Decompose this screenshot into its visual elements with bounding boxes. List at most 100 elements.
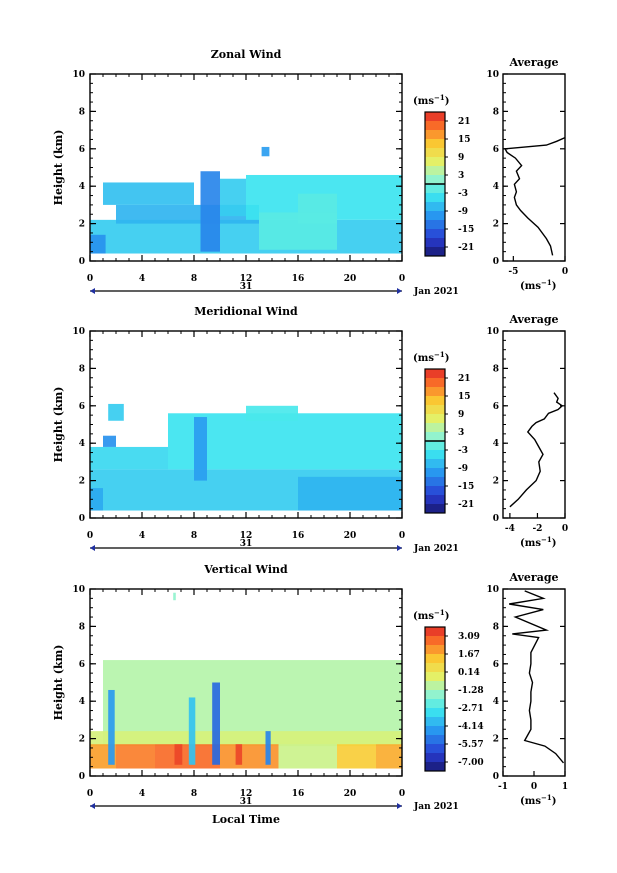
panel-3-month-label: Jan 2021 (413, 802, 459, 812)
panel-2-colorbar-segment (425, 432, 445, 442)
panel-3-average-ytick-label: 0 (493, 772, 499, 782)
panel-1-ytick-label: 2 (79, 220, 85, 230)
panel-3-ytick-label: 0 (79, 772, 85, 782)
panel-2-colorbar-unit-sup: −1 (434, 350, 445, 359)
panel-2-ytick-label: 0 (79, 514, 85, 524)
panel-2-xtick-label: 4 (139, 531, 145, 541)
panel-1-average-xlabel-sup: −1 (541, 278, 552, 287)
panel-1-colorbar-segment (425, 193, 445, 203)
panel-3-colorbar-frame (424, 626, 446, 772)
panel-2-xtick-label: 0 (87, 531, 93, 541)
panel-1-date-bar-start (90, 288, 95, 294)
panel-3-ytick-label: 4 (79, 697, 85, 707)
panel-3-colorbar-label: -4.14 (458, 722, 484, 732)
panel-2-xtick-label: 0 (399, 531, 405, 541)
panel-2-colorbar-segment (425, 504, 445, 514)
panel-3-colorbar-segment (425, 672, 445, 682)
panel-3-xtick-label: 4 (139, 789, 145, 799)
panel-3-colorbar-unit: (ms−1) (413, 608, 449, 622)
panel-2-average-ytick-label: 4 (493, 439, 499, 449)
panel-3-colorbar-segment (425, 636, 445, 646)
panel-1-colorbar-label: -9 (458, 207, 468, 217)
panel-3-cell (337, 744, 376, 769)
panel-3-cell (376, 744, 402, 769)
panel-1-cell (103, 182, 194, 205)
panel-2-cell (90, 488, 103, 511)
panel-1-average-ytick-label: 10 (486, 70, 499, 80)
panel-2-date-bar-start (90, 545, 95, 551)
panel-2-xtick-label: 12 (240, 531, 253, 541)
panel-1-xtick-label: 8 (191, 274, 197, 284)
panel-2-average-ytick-label: 6 (493, 402, 499, 412)
panel-1-xtick-label: 4 (139, 274, 145, 284)
panel-3-date-label: 31 (240, 797, 253, 807)
panel-1-average-xlabel: (ms−1) (520, 278, 556, 292)
panel-2-colorbar-unit-close: ) (445, 353, 450, 364)
panel-1-cell (90, 219, 402, 254)
panel-2-colorbar-segment (425, 450, 445, 460)
panel-2-xtick-label: 8 (191, 531, 197, 541)
panel-2-colorbar-unit: (ms−1) (413, 350, 449, 364)
panel-3-colorbar-segment (425, 663, 445, 673)
panel-1-ytick-label: 10 (72, 70, 85, 80)
panel-1-average-xtick-label: -5 (508, 267, 518, 277)
panel-2-colorbar-label: 15 (458, 392, 471, 402)
panel-1-average-ytick-label: 6 (493, 145, 499, 155)
panel-3-average-xlabel-close: ) (552, 796, 557, 807)
panel-3-cell (155, 744, 220, 769)
panel-3-average-xtick-label: 0 (531, 782, 537, 792)
panel-1-average-frame (502, 73, 566, 262)
panel-1-date-label: 31 (240, 282, 253, 292)
panel-3-colorbar-unit-sup: −1 (434, 608, 445, 617)
panel-2-colorbar-segment (425, 387, 445, 397)
panel-2-title: Meridional Wind (194, 305, 298, 318)
panel-1-average-title: Average (508, 56, 558, 69)
panel-2-colorbar-label: -3 (458, 446, 468, 456)
panel-1-cell (90, 234, 106, 254)
panel-1-colorbar-segment (425, 130, 445, 140)
panel-2-average-ytick-label: 10 (486, 327, 499, 337)
panel-3-cell (108, 689, 115, 765)
panel-3-ytick-label: 2 (79, 735, 85, 745)
panel-3-colorbar-segment (425, 681, 445, 691)
panel-2-colorbar-label: 3 (458, 428, 464, 438)
panel-2-colorbar-label: -15 (458, 482, 474, 492)
panel-2-average-ytick-label: 0 (493, 514, 499, 524)
panel-2-colorbar-segment (425, 378, 445, 388)
panel-2-ylabel: Height (km) (52, 387, 65, 463)
panel-2-cell (246, 405, 298, 421)
panel-2-colorbar-segment (425, 495, 445, 505)
panel-2-cell (108, 403, 124, 421)
panel-3-xtick-label: 0 (399, 789, 405, 799)
panel-2-ytick-label: 10 (72, 327, 85, 337)
panel-2-colorbar-segment (425, 396, 445, 406)
panel-2-colorbar-segment (425, 414, 445, 424)
panel-1-average-ytick-label: 4 (493, 182, 499, 192)
panel-3-ytick-label: 6 (79, 660, 85, 670)
panel-2-colorbar-label: -21 (458, 500, 474, 510)
panel-1-cell (200, 171, 220, 252)
panel-3-title: Vertical Wind (203, 563, 288, 576)
panel-3-colorbar-segment (425, 708, 445, 718)
panel-3-average-ytick-label: 2 (493, 735, 499, 745)
panel-1-cell (220, 178, 246, 217)
panel-2-date-label: 31 (240, 539, 253, 549)
panel-3-colorbar-segment (425, 726, 445, 736)
panel-3-average-xtick-label: -1 (498, 782, 508, 792)
panel-1-average-ytick-label: 2 (493, 220, 499, 230)
panel-3-colorbar-segment (425, 744, 445, 754)
panel-2-colorbar-segment (425, 486, 445, 496)
panel-3-average-ytick-label: 8 (493, 622, 499, 632)
panel-3-xtick-label: 8 (191, 789, 197, 799)
panel-1-colorbar-label: 21 (458, 117, 471, 127)
panel-3-ylabel: Height (km) (52, 645, 65, 721)
panel-3-colorbar-label: 3.09 (458, 632, 480, 642)
panel-2-ytick-label: 2 (79, 477, 85, 487)
panel-1-colorbar-unit-close: ) (445, 96, 450, 107)
panel-1-colorbar-segment (425, 166, 445, 176)
panel-3-average-title: Average (508, 571, 558, 584)
panel-1-colorbar-segment (425, 175, 445, 185)
panel-1-ytick-label: 6 (79, 145, 85, 155)
panel-2-ytick-label: 8 (79, 364, 85, 374)
